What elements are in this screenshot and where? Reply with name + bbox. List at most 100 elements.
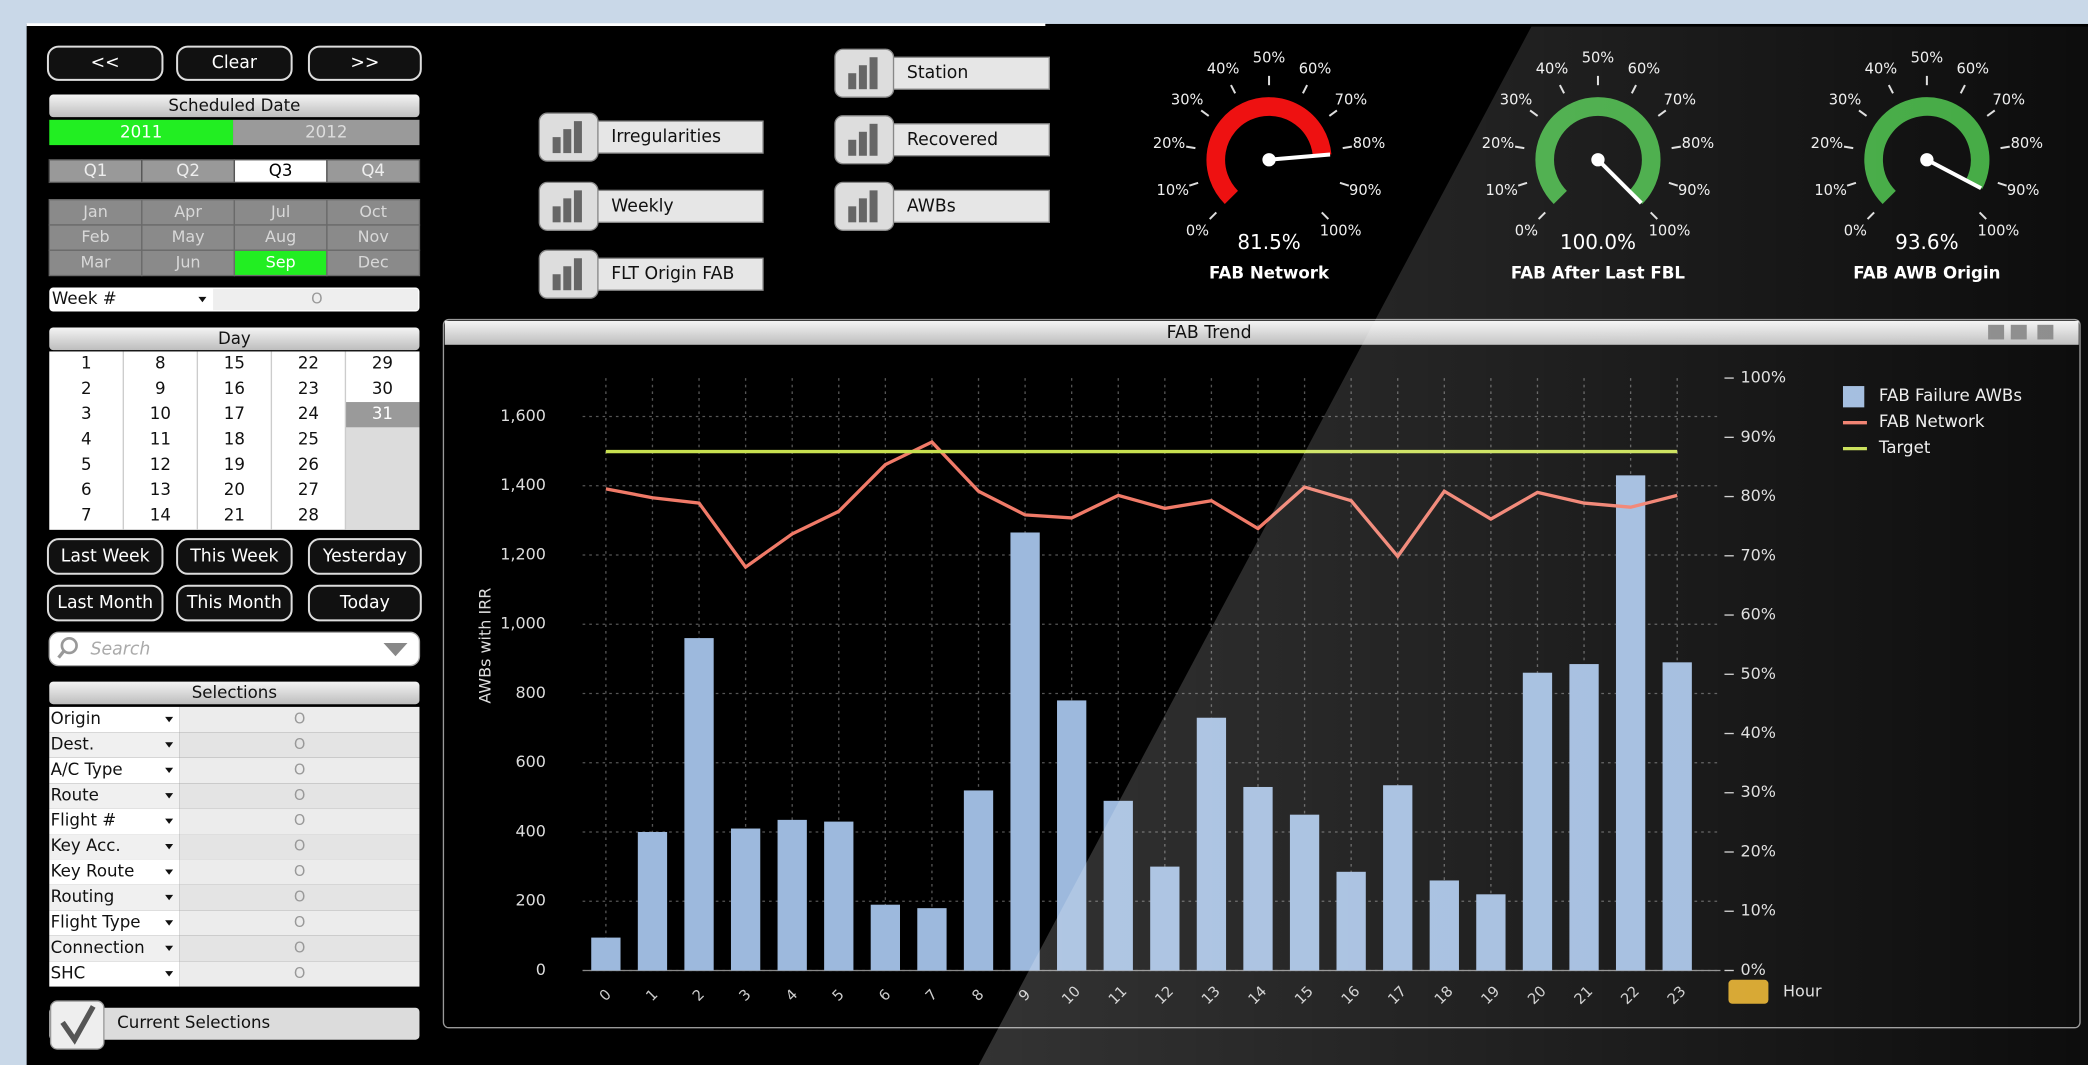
selection-row[interactable] bbox=[49, 859, 180, 885]
selection-value[interactable] bbox=[179, 808, 420, 835]
month-cell[interactable] bbox=[48, 224, 143, 251]
day-label[interactable]: 31 bbox=[372, 404, 393, 423]
selection-value[interactable] bbox=[179, 884, 420, 911]
day-label[interactable]: 25 bbox=[298, 429, 319, 448]
selection-row[interactable] bbox=[49, 783, 180, 809]
day-label[interactable]: 5 bbox=[81, 455, 92, 474]
month-cell[interactable] bbox=[48, 199, 143, 226]
quick-button[interactable] bbox=[307, 538, 422, 575]
selection-label: Key Route bbox=[51, 862, 135, 881]
day-label[interactable]: 1 bbox=[81, 354, 92, 373]
month-cell[interactable] bbox=[326, 224, 421, 251]
search-box[interactable] bbox=[48, 631, 421, 667]
bar bbox=[1057, 700, 1087, 971]
day-label[interactable]: 28 bbox=[298, 505, 319, 524]
selection-row[interactable] bbox=[49, 757, 180, 784]
bar bbox=[591, 937, 621, 971]
button-label-box[interactable] bbox=[595, 189, 764, 223]
selection-row[interactable] bbox=[49, 732, 180, 758]
day-label[interactable]: 6 bbox=[81, 480, 92, 499]
day-label[interactable]: 2 bbox=[81, 379, 92, 398]
nav-button[interactable] bbox=[176, 45, 293, 81]
quarter-cell[interactable] bbox=[326, 159, 421, 184]
day-label[interactable]: 16 bbox=[224, 379, 245, 398]
button-label[interactable]: Recovered bbox=[907, 130, 998, 150]
day-label[interactable]: 13 bbox=[150, 480, 171, 499]
selection-row[interactable] bbox=[49, 961, 180, 987]
day-label[interactable]: 10 bbox=[150, 404, 171, 423]
day-label[interactable]: 30 bbox=[372, 379, 393, 398]
selection-value[interactable] bbox=[179, 935, 420, 962]
current-selections-bar[interactable] bbox=[49, 1007, 420, 1040]
day-label[interactable]: 22 bbox=[298, 354, 319, 373]
day-label[interactable]: 24 bbox=[298, 404, 319, 423]
day-label[interactable]: 17 bbox=[224, 404, 245, 423]
quick-button[interactable] bbox=[46, 538, 164, 575]
nav-button[interactable] bbox=[307, 45, 422, 81]
year-cell[interactable] bbox=[233, 119, 420, 146]
month-cell[interactable] bbox=[141, 249, 236, 277]
month-cell[interactable] bbox=[233, 199, 328, 226]
button-label[interactable]: Station bbox=[907, 63, 969, 83]
day-label[interactable]: 26 bbox=[298, 455, 319, 474]
month-cell[interactable] bbox=[48, 249, 143, 277]
button-label[interactable]: FLT Origin FAB bbox=[611, 264, 734, 284]
y2-tick-label: 80% bbox=[1740, 486, 1776, 505]
day-label[interactable]: 19 bbox=[224, 455, 245, 474]
y2-tick-label: 10% bbox=[1740, 901, 1776, 920]
year-cell[interactable] bbox=[49, 119, 234, 146]
nav-button[interactable] bbox=[46, 45, 164, 81]
day-label[interactable]: 20 bbox=[224, 480, 245, 499]
panel-icon[interactable] bbox=[2037, 324, 2054, 340]
icon-bar bbox=[552, 206, 561, 223]
selection-row[interactable] bbox=[49, 910, 180, 936]
panel-icon[interactable] bbox=[2010, 324, 2027, 340]
button-label-box[interactable] bbox=[595, 120, 764, 154]
quick-button[interactable] bbox=[307, 584, 422, 622]
month-cell[interactable] bbox=[141, 224, 236, 251]
day-label[interactable]: 7 bbox=[81, 505, 92, 524]
selection-value[interactable] bbox=[179, 859, 420, 885]
quick-button[interactable] bbox=[176, 538, 293, 575]
day-label[interactable]: 14 bbox=[150, 505, 171, 524]
month-cell[interactable] bbox=[326, 249, 421, 277]
selection-row[interactable] bbox=[49, 706, 180, 733]
selection-row[interactable] bbox=[49, 834, 180, 860]
quick-button[interactable] bbox=[176, 584, 293, 622]
selection-value[interactable] bbox=[179, 910, 420, 936]
selection-value[interactable] bbox=[179, 783, 420, 809]
button-label[interactable]: Irregularities bbox=[611, 127, 721, 147]
day-label[interactable]: 21 bbox=[224, 505, 245, 524]
selection-value[interactable] bbox=[179, 732, 420, 758]
panel-icon[interactable] bbox=[1988, 324, 2005, 340]
day-label[interactable]: 9 bbox=[155, 379, 166, 398]
selection-row[interactable] bbox=[49, 935, 180, 962]
day-label[interactable]: 27 bbox=[298, 480, 319, 499]
button-label[interactable]: Weekly bbox=[611, 196, 673, 216]
day-label[interactable]: 8 bbox=[155, 354, 166, 373]
icon-bar bbox=[848, 139, 857, 156]
day-selected[interactable] bbox=[345, 402, 420, 428]
month-cell[interactable] bbox=[326, 199, 421, 226]
selection-value[interactable] bbox=[179, 834, 420, 860]
month-cell[interactable] bbox=[233, 249, 328, 277]
search-placeholder: Search bbox=[91, 640, 151, 660]
axis-menu-icon[interactable] bbox=[1728, 979, 1769, 1004]
day-label[interactable]: 18 bbox=[224, 429, 245, 448]
selection-value[interactable] bbox=[179, 757, 420, 784]
day-label[interactable]: 12 bbox=[150, 455, 171, 474]
selection-row[interactable] bbox=[49, 808, 180, 835]
day-label[interactable]: 23 bbox=[298, 379, 319, 398]
day-label[interactable]: 3 bbox=[81, 404, 92, 423]
gauge-tick-label: 30% bbox=[1171, 91, 1204, 108]
selection-value[interactable] bbox=[179, 961, 420, 987]
day-label[interactable]: 4 bbox=[81, 429, 92, 448]
day-label[interactable]: 29 bbox=[372, 354, 393, 373]
day-label[interactable]: 11 bbox=[150, 429, 171, 448]
quick-button[interactable] bbox=[46, 584, 164, 622]
current-selections-icon[interactable] bbox=[49, 1000, 105, 1050]
day-label[interactable]: 15 bbox=[224, 354, 245, 373]
button-label[interactable]: AWBs bbox=[907, 196, 956, 216]
selection-row[interactable] bbox=[49, 884, 180, 911]
selection-value[interactable] bbox=[179, 706, 420, 733]
